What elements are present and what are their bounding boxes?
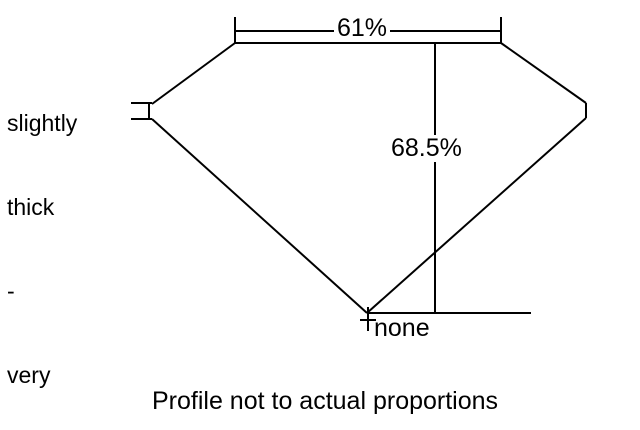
crown-right-facet-line [500, 42, 587, 104]
girdle-label-line-2: thick [7, 194, 55, 220]
crown-left-facet-line [151, 42, 236, 105]
depth-percent-value: 68.5% [389, 134, 464, 162]
girdle-label-line-4: very [7, 362, 51, 388]
table-percent-value: 61% [334, 16, 391, 41]
pavilion-left-facet-line [151, 118, 368, 314]
culet-value: none [374, 314, 430, 342]
girdle-label-line-1: slightly [7, 110, 78, 136]
pavilion-right-facet-line [366, 117, 587, 314]
diagram-caption: Profile not to actual proportions [152, 387, 499, 415]
girdle-thickness-label: slightly thick - very thick (faceted) [7, 53, 98, 430]
girdle-label-line-3: - [7, 278, 15, 304]
